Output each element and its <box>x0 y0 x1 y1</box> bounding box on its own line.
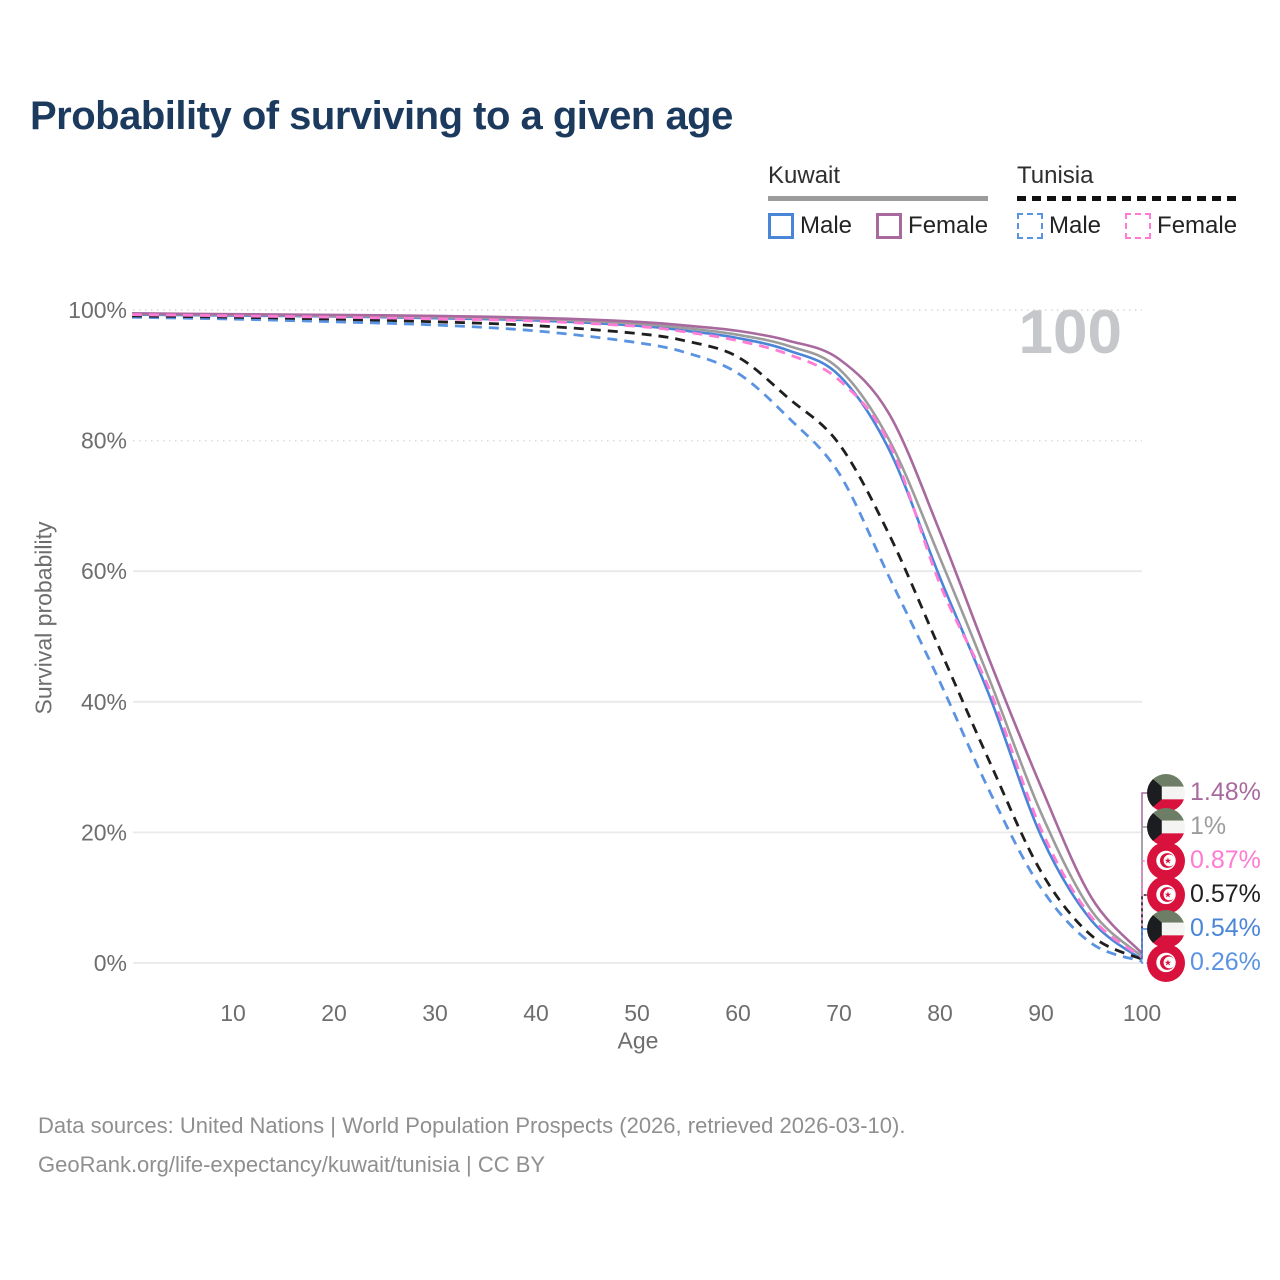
leader-line-tunisia-all <box>1141 894 1148 960</box>
series-line-kuwait-female[interactable] <box>131 312 1143 955</box>
tunisia-male-swatch-icon <box>1017 213 1043 239</box>
series-line-tunisia-male[interactable] <box>131 315 1143 963</box>
x-tick-label: 20 <box>321 1000 347 1026</box>
x-tick-label: 80 <box>927 1000 953 1026</box>
footer-attribution: GeoRank.org/life-expectancy/kuwait/tunis… <box>38 1152 546 1177</box>
leader-line-tunisia-male <box>1141 961 1148 964</box>
x-tick-label: 90 <box>1028 1000 1054 1026</box>
page-title: Probability of surviving to a given age <box>30 94 733 138</box>
footer: Data sources: United Nations | World Pop… <box>38 1106 905 1184</box>
x-tick-label: 100 <box>1123 1000 1161 1026</box>
legend-label: Female <box>1157 212 1238 239</box>
x-tick-label: 30 <box>422 1000 448 1026</box>
legend-item-kuwait-male[interactable]: Male <box>768 212 852 240</box>
footer-data-sources: Data sources: United Nations | World Pop… <box>38 1113 906 1138</box>
tunisia-female-swatch-icon <box>1125 213 1152 239</box>
series-line-tunisia-all[interactable] <box>131 314 1143 961</box>
x-tick-label: 70 <box>826 1000 852 1026</box>
leader-line-tunisia-female <box>1141 860 1148 958</box>
leader-line-kuwait-male <box>1141 928 1148 960</box>
y-tick-label: 20% <box>81 819 127 845</box>
kuwait-male-swatch-icon <box>768 213 794 239</box>
legend-group-kuwait: Kuwait Male Female <box>768 162 989 240</box>
series-line-tunisia-female[interactable] <box>131 313 1143 959</box>
legend-header-kuwait[interactable]: Kuwait <box>768 162 841 189</box>
tunisia-dashed-line-swatch <box>1017 196 1238 201</box>
kuwait-solid-line-swatch <box>768 196 989 201</box>
legend-item-kuwait-female[interactable]: Female <box>876 212 988 240</box>
x-tick-label: 60 <box>725 1000 751 1026</box>
series-line-kuwait-all[interactable] <box>131 312 1143 958</box>
y-tick-label: 40% <box>81 689 127 715</box>
legend-group-tunisia: Tunisia Male Female <box>1017 162 1238 240</box>
kuwait-female-swatch-icon <box>876 213 903 239</box>
x-tick-label: 10 <box>220 1000 246 1026</box>
y-tick-label: 0% <box>94 950 127 976</box>
legend-label: Male <box>1049 212 1102 239</box>
legend-header-tunisia[interactable]: Tunisia <box>1017 162 1094 189</box>
series-line-kuwait-male[interactable] <box>131 313 1143 961</box>
legend-label: Male <box>800 212 853 239</box>
legend-item-tunisia-male[interactable]: Male <box>1017 212 1101 240</box>
x-tick-label: 40 <box>523 1000 549 1026</box>
x-axis-title: Age <box>617 1027 659 1054</box>
legend-item-tunisia-female[interactable]: Female <box>1125 212 1237 240</box>
y-tick-label: 60% <box>81 558 127 584</box>
y-tick-label: 80% <box>81 428 127 454</box>
leader-line-kuwait-all <box>1141 826 1148 957</box>
x-tick-label: 50 <box>624 1000 650 1026</box>
legend-label: Female <box>908 212 989 239</box>
y-tick-label: 100% <box>68 297 127 323</box>
